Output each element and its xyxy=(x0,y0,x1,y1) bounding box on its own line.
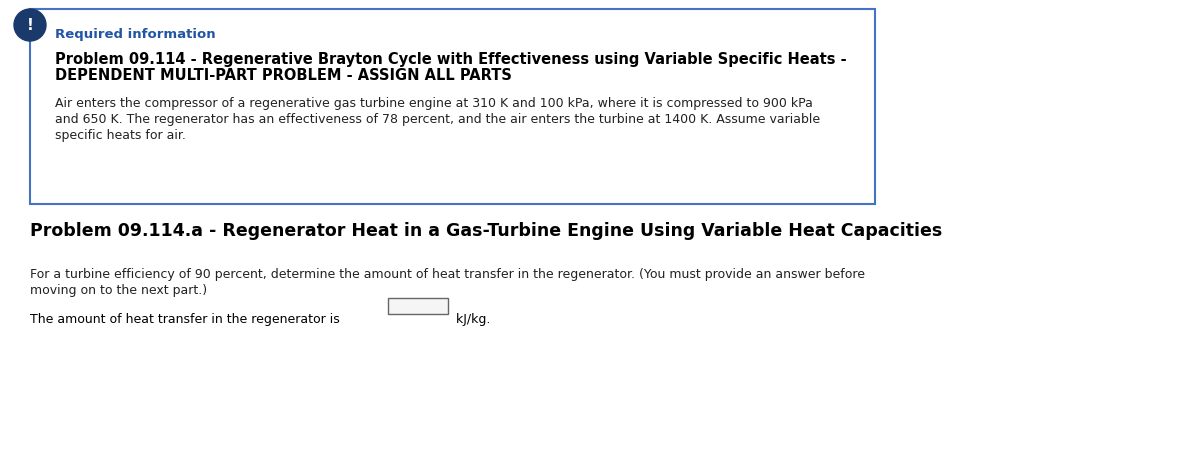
FancyBboxPatch shape xyxy=(30,10,875,205)
Circle shape xyxy=(14,10,46,42)
Text: DEPENDENT MULTI-PART PROBLEM - ASSIGN ALL PARTS: DEPENDENT MULTI-PART PROBLEM - ASSIGN AL… xyxy=(55,68,512,83)
Text: For a turbine efficiency of 90 percent, determine the amount of heat transfer in: For a turbine efficiency of 90 percent, … xyxy=(30,268,865,281)
Text: specific heats for air.: specific heats for air. xyxy=(55,129,186,142)
Text: !: ! xyxy=(26,19,34,33)
Text: kJ/kg.: kJ/kg. xyxy=(452,313,491,325)
Text: Problem 09.114 - Regenerative Brayton Cycle with Effectiveness using Variable Sp: Problem 09.114 - Regenerative Brayton Cy… xyxy=(55,52,847,67)
Text: The amount of heat transfer in the regenerator is: The amount of heat transfer in the regen… xyxy=(30,313,340,325)
Text: moving on to the next part.): moving on to the next part.) xyxy=(30,283,208,296)
Bar xyxy=(388,298,448,314)
Text: Problem 09.114.a - Regenerator Heat in a Gas-Turbine Engine Using Variable Heat : Problem 09.114.a - Regenerator Heat in a… xyxy=(30,221,942,239)
Text: and 650 K. The regenerator has an effectiveness of 78 percent, and the air enter: and 650 K. The regenerator has an effect… xyxy=(55,113,820,126)
Text: Air enters the compressor of a regenerative gas turbine engine at 310 K and 100 : Air enters the compressor of a regenerat… xyxy=(55,97,812,110)
Text: Required information: Required information xyxy=(55,28,216,41)
